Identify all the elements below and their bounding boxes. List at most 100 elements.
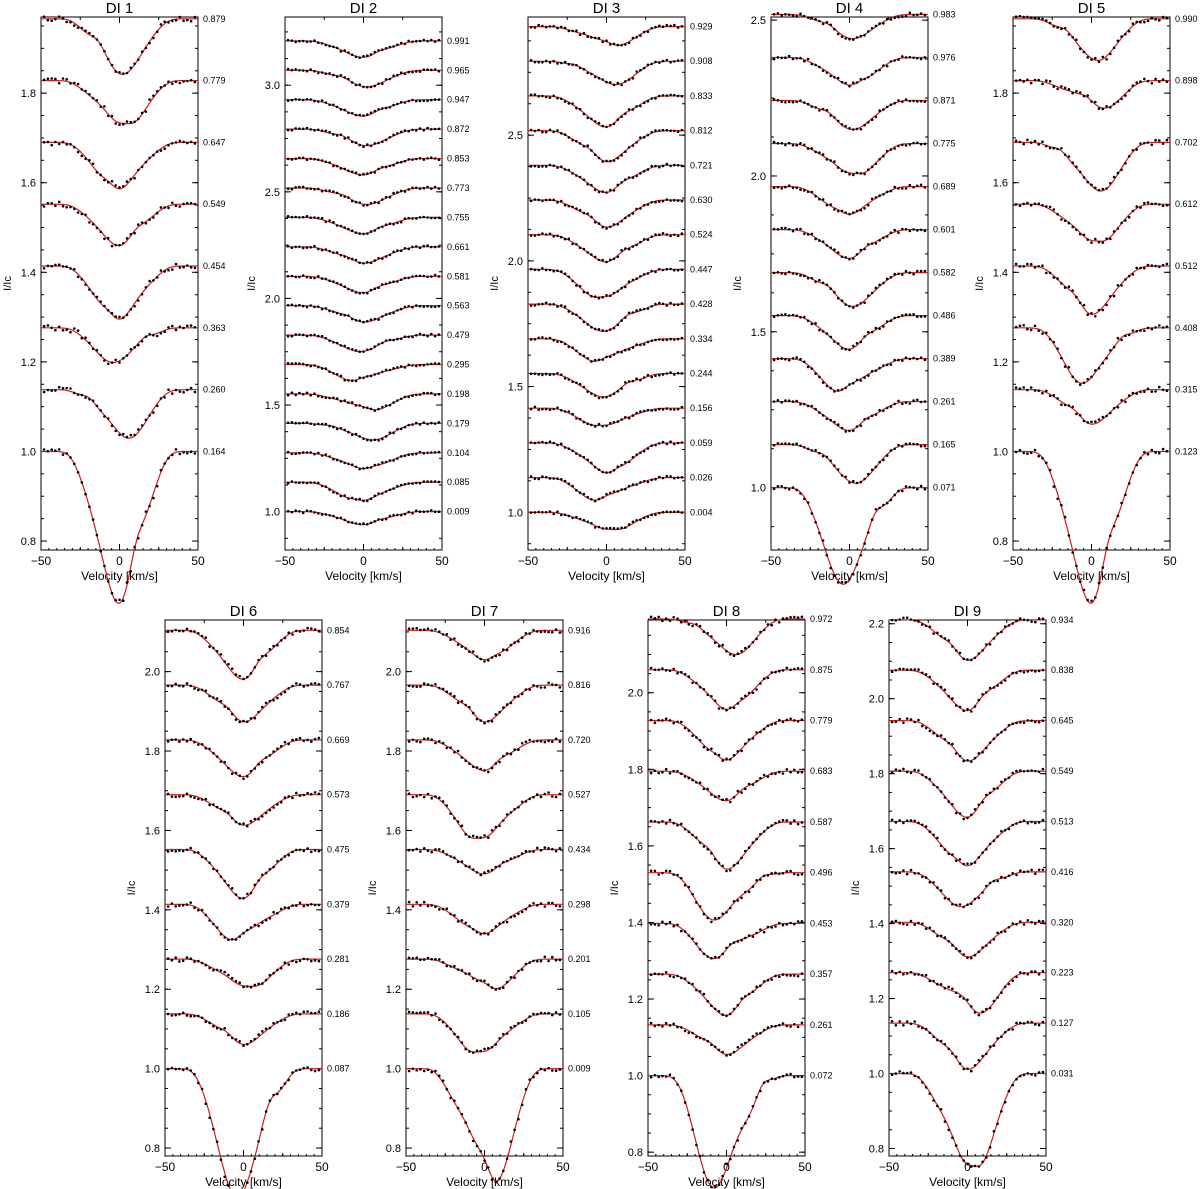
observed-point: [654, 513, 657, 516]
observed-point: [665, 94, 669, 97]
observed-point: [366, 375, 369, 378]
observed-point: [878, 22, 881, 25]
observed-point: [509, 1140, 513, 1143]
observed-point: [399, 455, 403, 458]
observed-point: [627, 41, 631, 45]
observed-point: [1161, 447, 1165, 451]
x-tick-label: 50: [1039, 1160, 1053, 1174]
observed-point: [552, 59, 555, 63]
observed-point: [418, 246, 422, 250]
observed-point: [829, 114, 832, 117]
observed-point: [381, 492, 384, 495]
x-tick-label: −50: [1003, 554, 1024, 568]
observed-point: [1041, 332, 1044, 335]
observed-point: [552, 407, 555, 411]
observed-point: [309, 509, 313, 513]
observed-point: [744, 936, 747, 940]
observed-point: [384, 138, 388, 142]
observed-point: [430, 156, 433, 159]
observed-point: [541, 199, 544, 203]
observed-point: [1063, 515, 1067, 519]
observed-point: [795, 186, 798, 190]
phase-label: 0.773: [447, 183, 470, 193]
observed-point: [392, 513, 395, 517]
observed-point: [264, 918, 268, 922]
observed-point: [182, 451, 185, 454]
observed-point: [366, 54, 369, 57]
observed-point: [1154, 138, 1157, 142]
observed-point: [631, 144, 635, 147]
observed-point: [1018, 14, 1022, 18]
observed-point: [970, 1069, 973, 1073]
observed-point: [95, 533, 99, 537]
observed-point: [167, 326, 170, 329]
observed-point: [947, 940, 950, 943]
profile-phase-0.854: 0.854: [165, 625, 350, 681]
observed-point: [759, 878, 762, 881]
y-tick-label: 1.2: [869, 994, 884, 1006]
observed-point: [189, 266, 193, 269]
observed-point: [673, 303, 676, 307]
observed-point: [208, 966, 211, 970]
observed-point: [736, 1139, 740, 1142]
observed-point: [328, 424, 331, 428]
observed-point: [399, 71, 403, 74]
observed-point: [433, 510, 437, 513]
observed-point: [537, 510, 540, 514]
observed-point: [672, 721, 675, 725]
observed-point: [249, 891, 253, 895]
observed-point: [181, 959, 185, 963]
observed-point: [912, 486, 915, 489]
observed-point: [905, 923, 909, 926]
observed-point: [609, 43, 612, 46]
observed-point: [889, 231, 893, 234]
observed-point: [1101, 241, 1105, 244]
observed-point: [434, 1069, 437, 1073]
observed-point: [631, 176, 635, 179]
observed-point: [76, 275, 80, 279]
observed-point: [468, 972, 471, 975]
observed-point: [665, 267, 669, 271]
profile-phase-0.434: 0.434: [406, 844, 591, 877]
observed-point: [295, 848, 298, 852]
observed-point: [122, 432, 125, 436]
observed-point: [776, 185, 780, 189]
model-line: [165, 684, 322, 723]
observed-point: [381, 48, 384, 51]
observed-point: [781, 923, 785, 927]
observed-point: [208, 1021, 211, 1025]
observed-point: [460, 756, 464, 759]
phase-label: 0.164: [203, 446, 226, 456]
observed-point: [825, 283, 829, 287]
observed-point: [717, 707, 721, 710]
observed-point: [774, 772, 777, 775]
observed-point: [874, 369, 878, 372]
observed-point: [913, 923, 916, 926]
observed-point: [369, 171, 373, 174]
observed-point: [791, 313, 795, 317]
observed-point: [612, 291, 616, 295]
observed-point: [328, 189, 331, 192]
observed-point: [1000, 991, 1003, 994]
observed-point: [407, 510, 411, 514]
observed-point: [916, 442, 919, 446]
observed-point: [110, 63, 114, 67]
observed-point: [928, 1092, 932, 1095]
observed-point: [174, 905, 177, 908]
observed-point: [943, 986, 947, 990]
y-tick-label: 1.5: [265, 400, 280, 412]
observed-point: [84, 283, 87, 286]
observed-point: [313, 392, 316, 396]
observed-point: [806, 365, 810, 369]
observed-point: [744, 849, 747, 853]
observed-point: [174, 448, 178, 451]
observed-point: [548, 96, 552, 99]
observed-point: [430, 1070, 434, 1074]
observed-point: [238, 981, 241, 984]
observed-point: [943, 1042, 947, 1046]
observed-point: [627, 176, 631, 179]
observed-point: [433, 185, 437, 189]
model-line: [1013, 80, 1170, 109]
observed-point: [620, 44, 623, 47]
